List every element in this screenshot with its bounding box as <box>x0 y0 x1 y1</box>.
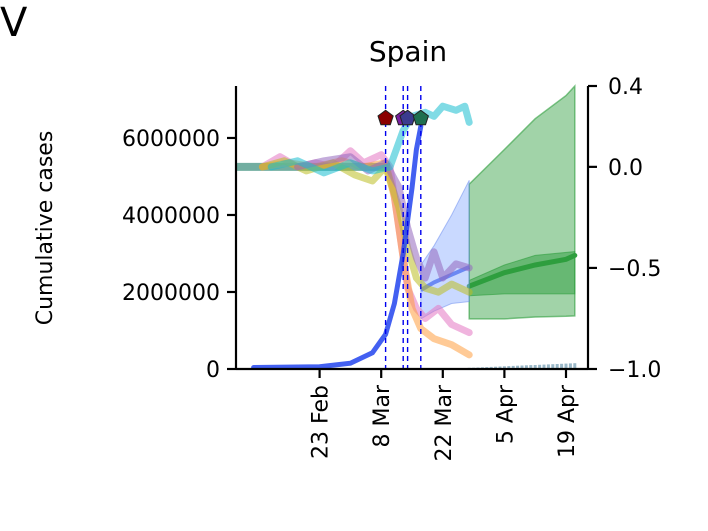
daily-case-bar <box>551 364 555 369</box>
intervention-marker <box>412 109 429 126</box>
daily-case-bar <box>502 366 506 369</box>
daily-case-bar <box>546 364 550 369</box>
cumulative-cases-line <box>251 123 424 370</box>
intervention-marker <box>377 109 394 126</box>
right-axis-tick-label: 0.4 <box>608 75 643 100</box>
right-axis: −1.0 −0.5 0.0 0.4 <box>588 75 661 383</box>
x-axis: 23 Feb 8 Mar 22 Mar 5 Apr 19 Apr <box>309 369 580 462</box>
daily-case-bar <box>494 366 498 369</box>
fit-band <box>420 180 470 320</box>
y-axis-label: Cumulative cases <box>33 131 58 326</box>
daily-case-bar <box>511 365 515 369</box>
left-axis-tick-label: 0 <box>206 358 220 383</box>
left-axis-tick-label: 2000000 <box>122 281 220 306</box>
daily-case-bar <box>507 366 511 369</box>
daily-case-bar <box>568 363 572 369</box>
left-axis-tick-label: 4000000 <box>122 204 220 229</box>
daily-case-bar <box>529 365 533 369</box>
right-axis-tick-label: 0.0 <box>608 156 643 181</box>
daily-case-bar <box>542 364 546 369</box>
right-axis-tick-label: −1.0 <box>608 358 661 383</box>
chart-title: Spain <box>369 35 447 68</box>
daily-case-bar <box>555 364 559 369</box>
x-axis-tick-label: 23 Feb <box>309 385 334 459</box>
daily-case-bar <box>524 365 528 369</box>
left-axis: 0 2000000 4000000 6000000 <box>122 127 236 383</box>
daily-case-bar <box>516 365 520 369</box>
panel-letter: V <box>0 0 28 46</box>
daily-case-bar <box>520 365 524 369</box>
x-axis-tick-label: 8 Mar <box>370 384 395 447</box>
plot-area <box>236 84 578 370</box>
daily-case-bar <box>498 366 502 369</box>
daily-case-bar <box>564 363 568 369</box>
x-axis-tick-label: 5 Apr <box>493 384 518 444</box>
x-axis-tick-label: 19 Apr <box>555 384 580 458</box>
daily-case-bar <box>573 363 577 369</box>
right-axis-tick-label: −0.5 <box>608 257 661 282</box>
x-axis-tick-label: 22 Mar <box>432 384 457 461</box>
daily-case-bar <box>560 363 564 369</box>
daily-case-bar <box>533 365 537 369</box>
daily-case-bar <box>538 364 542 369</box>
left-axis-tick-label: 6000000 <box>122 127 220 152</box>
forecast-median-line <box>466 252 578 289</box>
